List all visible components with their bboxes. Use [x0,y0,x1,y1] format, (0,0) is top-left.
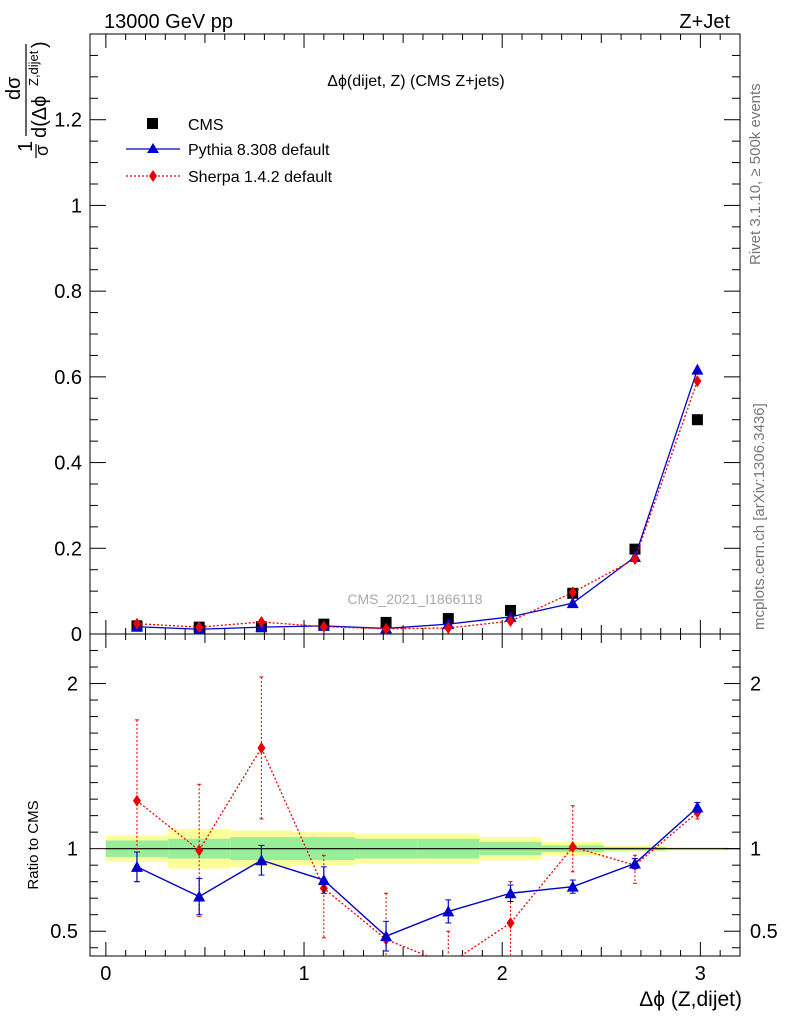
cms-data-point [505,604,517,616]
sherpa-point [319,620,328,633]
sherpa-point [257,616,266,628]
cms-data-point [629,543,641,555]
sherpa-point [195,621,204,634]
pythia-ratio-point [193,890,206,902]
ratio-y-axis-label: Ratio to CMS [25,800,42,889]
y-tick-label-main: 1.2 [54,110,82,132]
y-tick-label-main: 0.2 [54,538,82,560]
y-tick-label-ratio-right: 2 [750,674,761,696]
legend-cms-label: CMS [188,117,224,134]
sherpa-point [693,375,702,388]
ratio-panel-frame [89,633,741,957]
sherpa-ratio-point [132,794,141,807]
chart-title: Δϕ(dijet, Z) (CMS Z+jets) [327,73,504,90]
y-tick-label-ratio: 0.5 [50,921,78,943]
rivet-label: Rivet 3.1.10, ≥ 500k events [747,83,764,265]
y-tick-label-main: 0.4 [54,453,82,475]
pythia-ratio-point [691,801,704,813]
legend-pythia-marker [147,143,159,153]
sherpa-ratio-point [568,841,577,854]
pythia-ratio-point [504,887,517,899]
legend-sherpa-marker [149,170,157,182]
header-right: Z+Jet [679,11,730,33]
pythia-series-line [136,369,699,630]
plot-content [130,363,704,956]
sherpa-ratio-point [506,916,515,929]
pythia-ratio-point [380,930,393,942]
x-tick-label: 0 [100,963,111,985]
sherpa-series-line [136,380,699,630]
mcplots-label: mcplots.cern.ch [arXiv:1306.3436] [751,403,768,630]
ylabel-main-sigma: σ [32,145,52,156]
pythia-ratio-point [317,874,330,886]
pythia-ratio-point [255,854,268,866]
axis-ticks: 0 1 2 3 0 0.2 0.4 0.6 0.8 1 1.2 0.5 0.5 1 1 2 2 [50,33,778,985]
x-tick-label: 1 [298,963,309,985]
x-tick-label: 2 [497,963,508,985]
sherpa-ratio-line [136,746,698,956]
pythia-ratio-point [130,860,143,872]
legend: CMS Pythia 8.308 default Sherpa 1.4.2 de… [126,117,333,186]
ylabel-main-num: dσ [3,76,25,100]
sherpa-point [506,615,515,628]
sherpa-ratio-point [195,844,204,857]
watermark: CMS_2021_I1866118 [347,591,482,607]
y-tick-label-main: 0.8 [54,281,82,303]
y-tick-label-main: 0.6 [54,367,82,389]
main-y-axis-label: 1 σ dσ d(Δϕ Z,dijet ) [3,41,52,158]
y-tick-label-ratio-right: 1 [750,839,761,861]
pythia-point [691,363,704,375]
y-tick-label-main: 0 [71,624,82,646]
pythia-ratio-point [442,905,455,917]
cms-data-point [691,414,703,426]
legend-sherpa-label: Sherpa 1.4.2 default [188,169,333,186]
x-tick-label: 3 [695,963,706,985]
sherpa-point [630,553,639,565]
ylabel-main-sup: Z,dijet [26,50,41,86]
sherpa-point [444,622,453,634]
y-tick-label-ratio: 1 [67,839,78,861]
pythia-ratio-line [136,806,698,937]
pythia-ratio-point [628,857,641,869]
ylabel-main-den: d(Δϕ [29,96,51,138]
header-left: 13000 GeV pp [104,11,233,33]
sherpa-ratio-point [257,741,266,754]
x-axis-label: Δϕ (Z,dijet) [639,988,742,1011]
pythia-point [566,597,579,609]
ylabel-main-close: ) [29,41,51,48]
y-tick-label-ratio: 2 [67,674,78,696]
sherpa-point [132,617,141,630]
sherpa-point [382,622,391,635]
ylabel-main-text: 1 [15,141,37,152]
y-tick-label-main: 1 [71,195,82,217]
sherpa-point [568,586,577,599]
legend-cms-marker [147,118,158,129]
ratio-series-group [130,676,704,956]
y-tick-label-ratio-right: 0.5 [750,921,778,943]
legend-pythia-label: Pythia 8.308 default [188,142,330,159]
pythia-ratio-point [566,880,579,892]
